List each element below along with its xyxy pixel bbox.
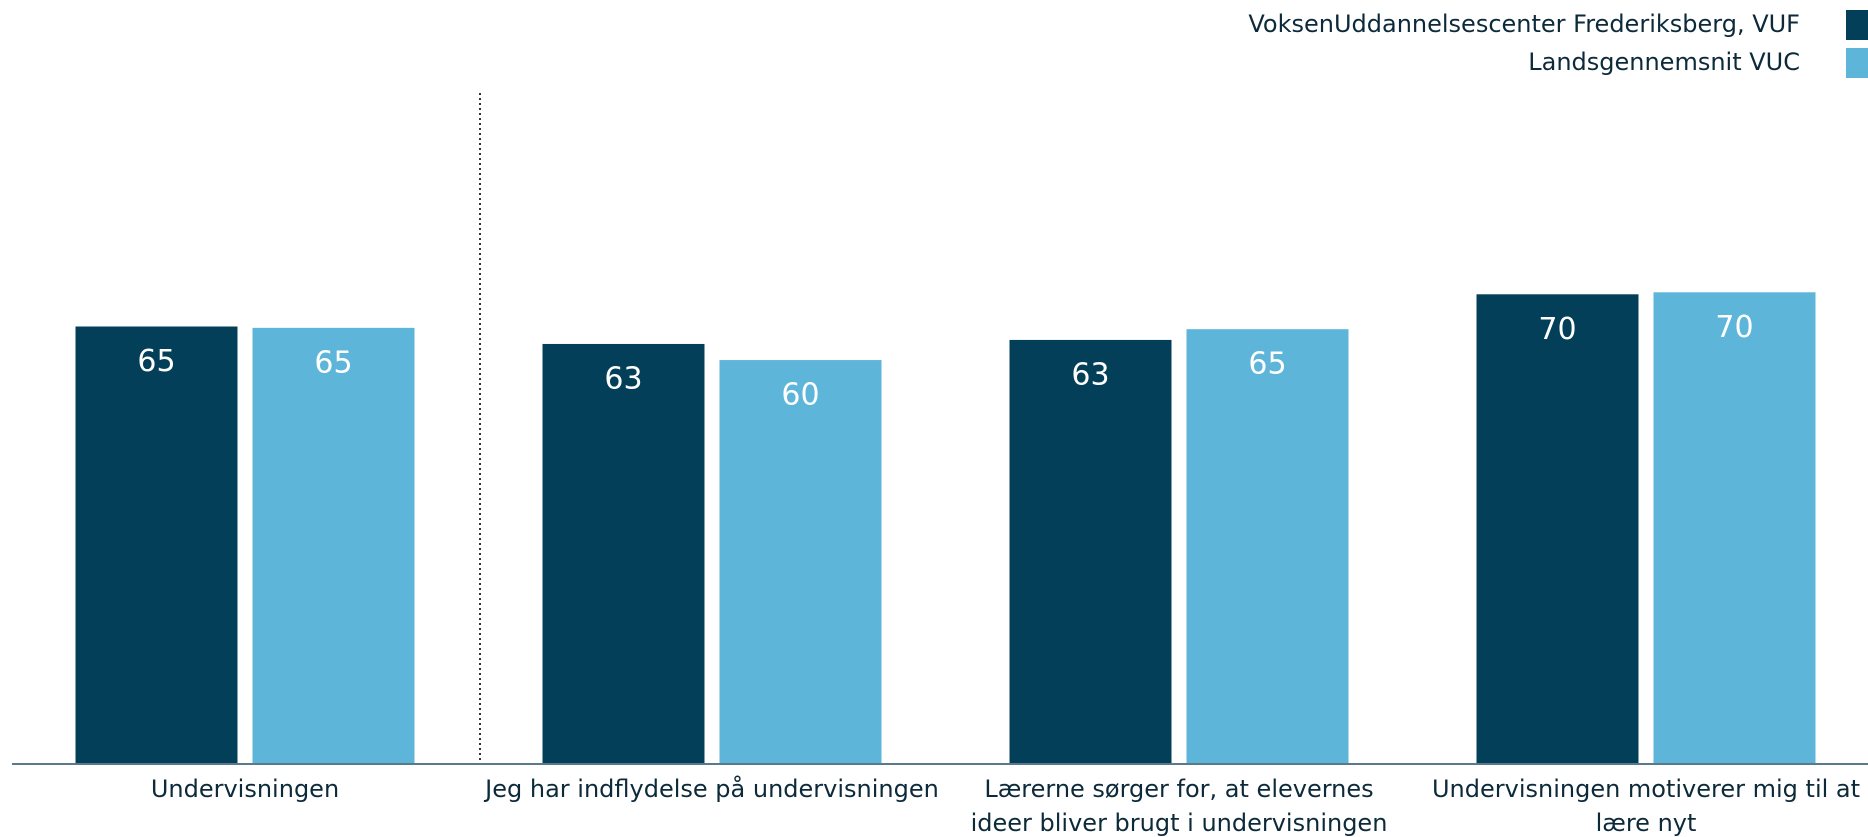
x-tick-label: Jeg har indflydelse på undervisningen [485,775,939,803]
x-tick-label: Undervisningen [150,775,340,803]
x-tick-label: Undervisningen motiverer mig til at lære… [1431,775,1861,837]
bar [542,343,705,764]
value-label: 60 [781,378,819,413]
value-label: 63 [604,361,642,396]
value-label: 65 [314,345,352,380]
bar [719,360,882,764]
legend-label: VoksenUddannelsescenter Frederiksberg, V… [1248,10,1800,38]
value-label: 63 [1071,357,1109,392]
legend-label: Landsgennemsnit VUC [1528,48,1800,76]
bar [1009,339,1172,764]
value-label: 65 [137,344,175,379]
bar [252,327,415,764]
value-label: 70 [1538,312,1576,347]
legend-swatch [1846,10,1868,40]
bar [1653,292,1816,764]
bar [1186,329,1349,764]
bar [1476,294,1639,764]
bar [75,326,238,764]
legend-swatch [1846,48,1868,78]
value-label: 70 [1715,310,1753,345]
value-label: 65 [1248,347,1286,382]
x-tick-label: Lærerne sørger for, at elevernes ideer b… [970,775,1388,837]
